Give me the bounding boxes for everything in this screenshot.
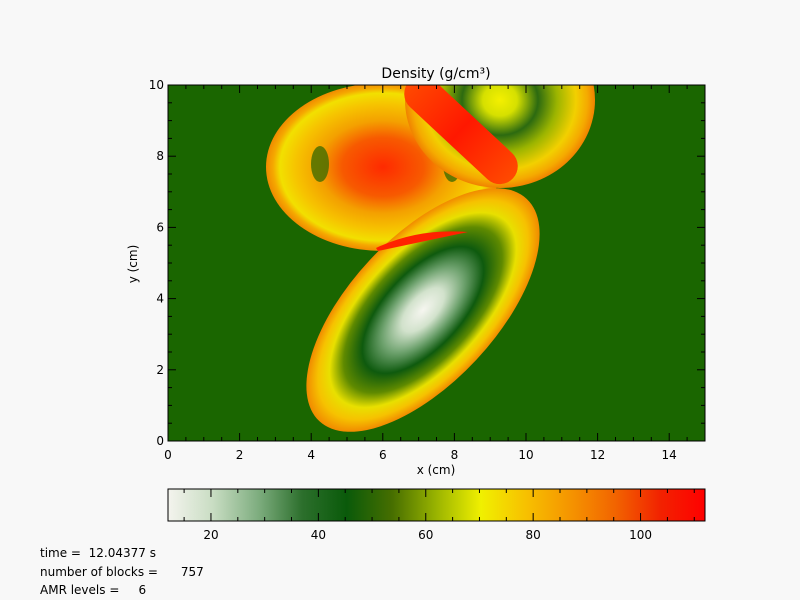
amr-readout: AMR levels = 6: [40, 583, 146, 597]
y-tick-label: 0: [156, 434, 164, 448]
blob-upper-left-pocket-left: [311, 146, 329, 182]
chart-title: Density (g/cm³): [381, 66, 490, 82]
plot-area: [168, 85, 705, 441]
y-tick-label: 6: [156, 220, 164, 234]
colorbar-ticks: 20 40 60 80 100: [183, 489, 695, 542]
time-label: time =: [40, 546, 81, 560]
time-value: 12.04377 s: [88, 546, 156, 560]
colorbar-tick-label: 60: [418, 528, 433, 542]
x-tick-label: 4: [307, 448, 315, 462]
y-tick-label: 2: [156, 363, 164, 377]
colorbar-tick-label: 40: [311, 528, 326, 542]
x-tick-label: 0: [164, 448, 172, 462]
x-tick-label: 12: [590, 448, 605, 462]
y-tick-label: 10: [149, 78, 164, 92]
x-axis-label: x (cm): [417, 463, 456, 477]
x-tick-label: 10: [518, 448, 533, 462]
time-readout: time = 12.04377 s: [40, 546, 156, 560]
colorbar: [167, 488, 706, 522]
y-tick-label: 8: [156, 149, 164, 163]
y-tick-label: 4: [156, 292, 164, 306]
blocks-readout: number of blocks = 757: [40, 565, 204, 579]
blocks-value: 757: [180, 565, 204, 579]
x-tick-label: 14: [662, 448, 677, 462]
colorbar-tick-label: 80: [526, 528, 541, 542]
collision-front-upper: [404, 85, 518, 185]
blocks-label: number of blocks =: [40, 565, 158, 579]
x-tick-label: 8: [451, 448, 459, 462]
colorbar-tick-label: 20: [203, 528, 218, 542]
y-axis-label: y (cm): [126, 245, 140, 284]
x-tick-label: 2: [236, 448, 244, 462]
blob-lower: [306, 188, 540, 432]
collision-front-lower: [376, 231, 468, 251]
amr-label: AMR levels =: [40, 583, 120, 597]
axes: 0 2 4 6 8 10 12 14 0 2 4 6 8 10: [149, 78, 706, 462]
colorbar-tick-label: 100: [629, 528, 652, 542]
amr-value: 6: [138, 583, 147, 597]
x-tick-label: 6: [379, 448, 387, 462]
